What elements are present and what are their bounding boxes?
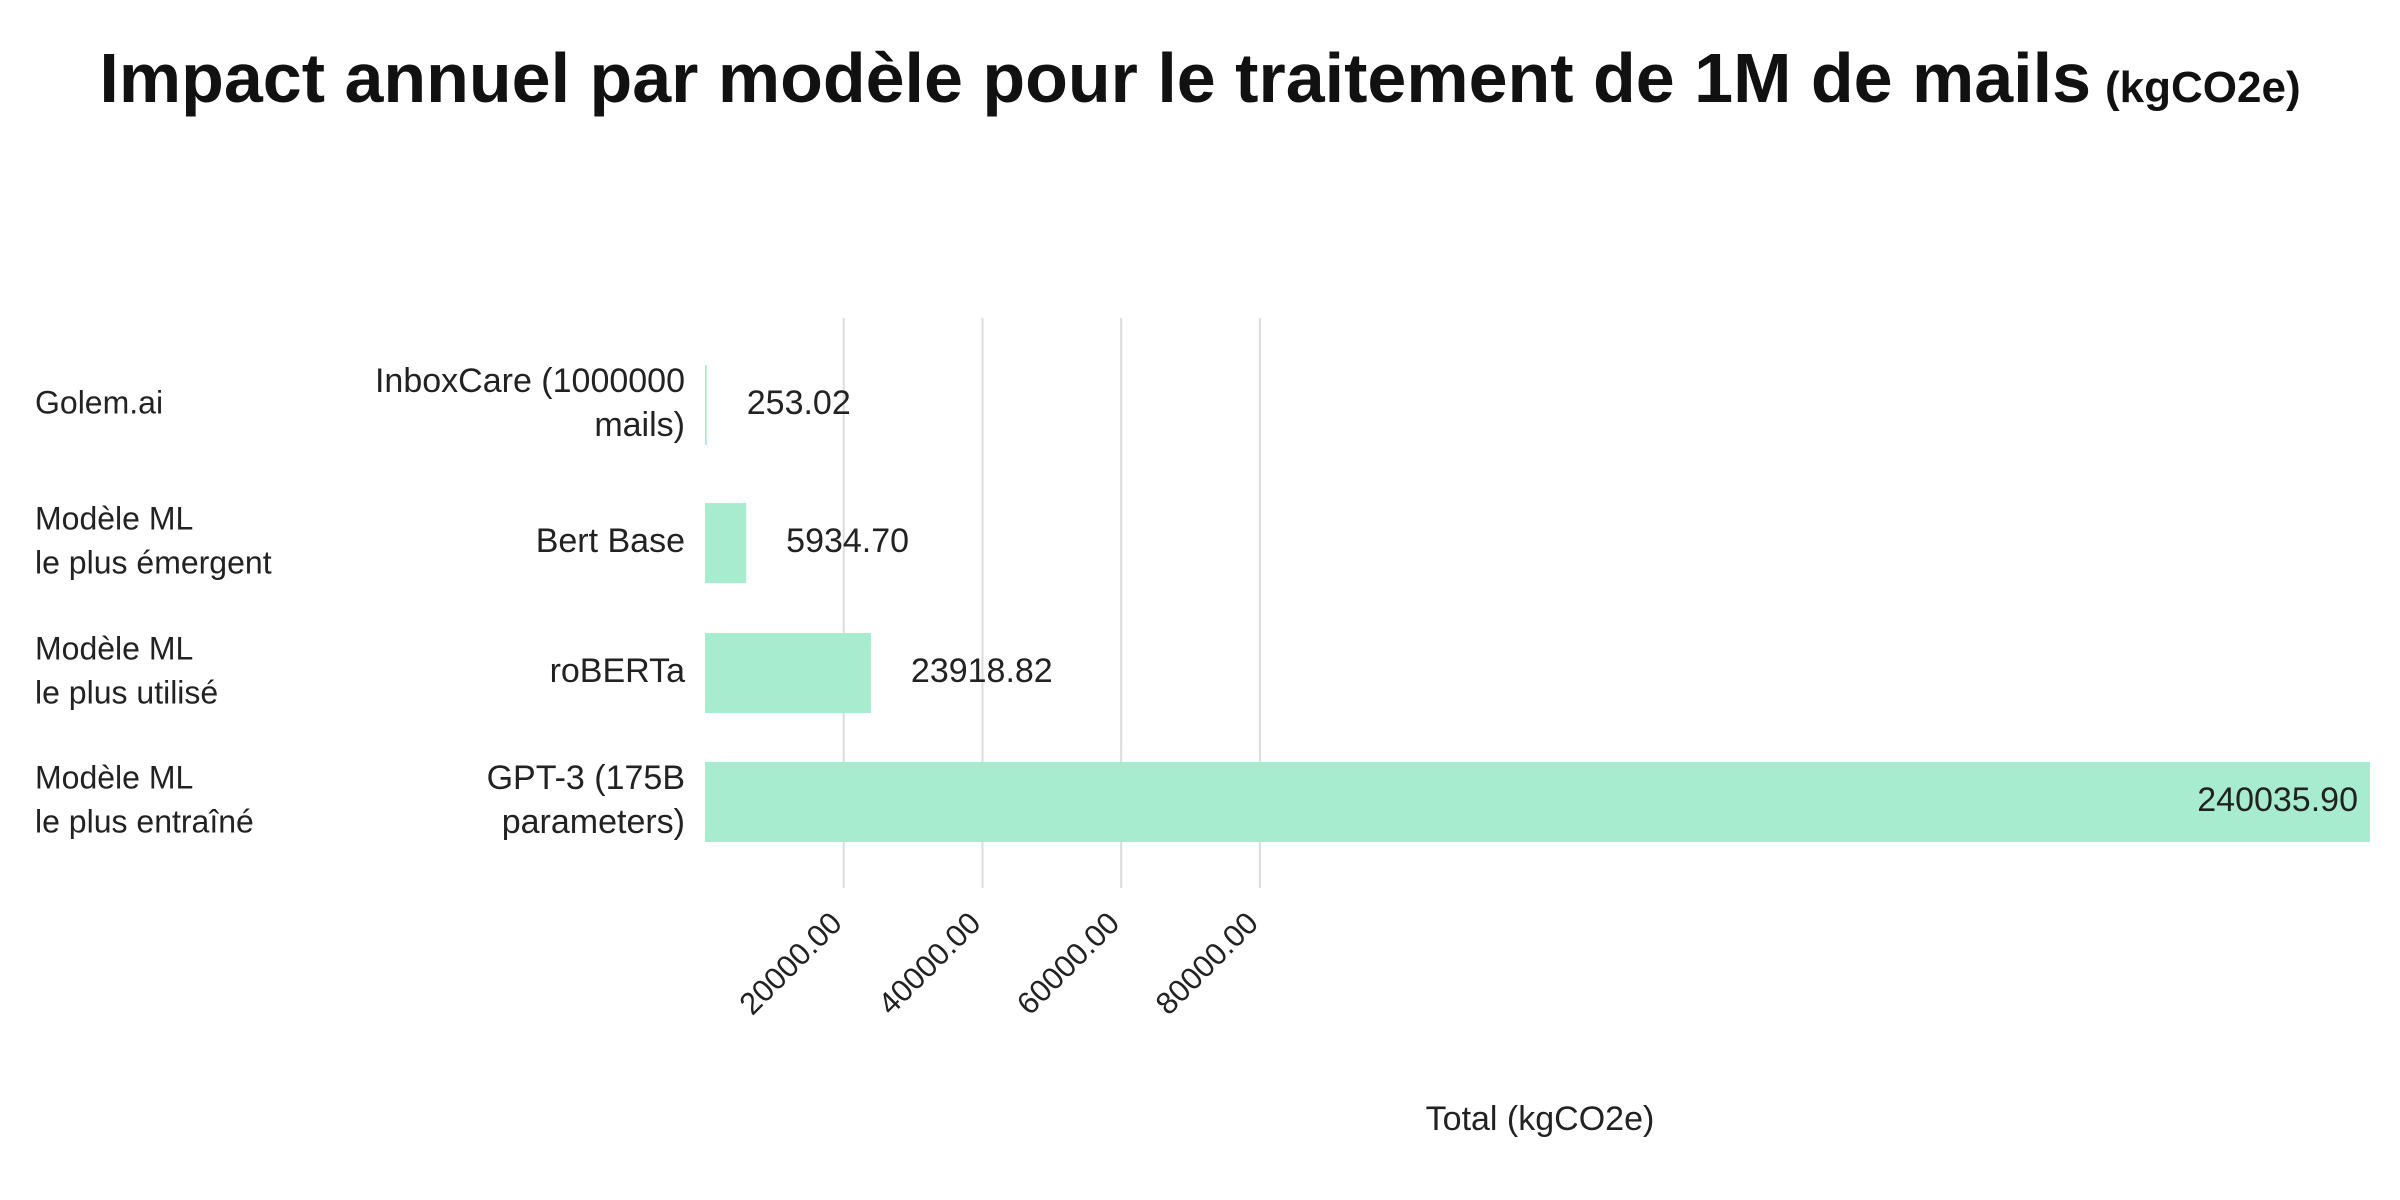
- x-tick-label-2: 60000.00: [1010, 905, 1126, 1021]
- group-label: le plus utilisé: [35, 674, 218, 710]
- category-label: mails): [594, 406, 685, 444]
- group-label: le plus entraîné: [35, 803, 254, 839]
- category-label: parameters): [502, 803, 685, 841]
- category-label: InboxCare (1000000: [375, 362, 685, 400]
- category-label: Bert Base: [536, 522, 685, 560]
- chart-title-unit: (kgCO2e): [2105, 63, 2301, 112]
- data-label: 23918.82: [911, 652, 1053, 690]
- chart-title: Impact annuel par modèle pour le traitem…: [0, 38, 2400, 118]
- data-label: 5934.70: [786, 522, 909, 560]
- x-tick-label-1: 40000.00: [871, 905, 987, 1021]
- group-label: le plus émergent: [35, 544, 272, 580]
- x-axis-label: Total (kgCO2e): [1426, 1100, 1655, 1138]
- bar: [705, 633, 871, 713]
- x-tick-label-3: 80000.00: [1149, 905, 1265, 1021]
- group-label: Modèle ML: [35, 630, 193, 666]
- bar: [705, 762, 2370, 842]
- chart-title-main: Impact annuel par modèle pour le traitem…: [99, 39, 2092, 117]
- category-label: roBERTa: [550, 652, 686, 690]
- group-label: Modèle ML: [35, 759, 193, 795]
- bar: [705, 365, 707, 445]
- group-label: Modèle ML: [35, 500, 193, 536]
- data-label: 253.02: [747, 384, 851, 422]
- category-label: GPT-3 (175B: [487, 759, 685, 797]
- x-tick-label-0: 20000.00: [732, 905, 848, 1021]
- bar: [705, 503, 747, 583]
- group-label: Golem.ai: [35, 384, 163, 420]
- data-label: 240035.90: [2197, 781, 2358, 819]
